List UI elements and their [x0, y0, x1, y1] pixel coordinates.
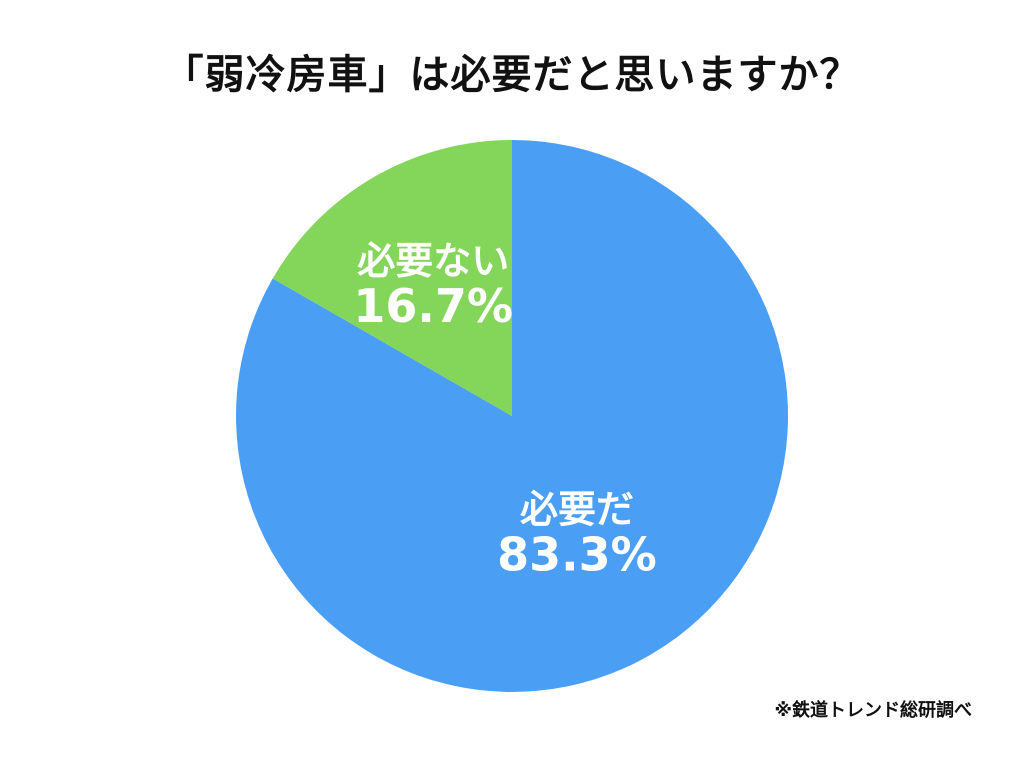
source-note: ※鉄道トレンド総研調べ	[774, 700, 973, 721]
slice-label-2: 必要ない	[357, 239, 509, 283]
pie-slice-2	[272, 140, 512, 416]
chart-title: 「弱冷房車」は必要だと思いますか？	[163, 52, 861, 98]
slice-value-label-2: 16.7%	[353, 279, 513, 333]
slice-label-1: 必要だ	[520, 487, 634, 531]
slice-value-label-1: 83.3%	[497, 527, 657, 581]
